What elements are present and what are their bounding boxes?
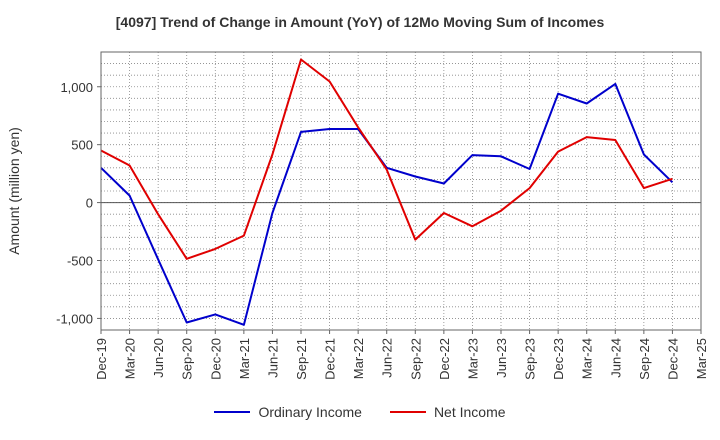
- plot-area-frame: [100, 51, 702, 331]
- x-tick-label: Mar-25: [694, 338, 709, 379]
- legend-label: Ordinary Income: [258, 404, 362, 420]
- legend: Ordinary Income Net Income: [0, 404, 720, 420]
- legend-item-net-income: Net Income: [389, 404, 506, 420]
- x-tick-label: Dec-20: [208, 338, 223, 380]
- series-line-ordinary-income: [100, 82, 674, 326]
- x-tick-label: Mar-20: [123, 338, 138, 379]
- x-tick-label: Dec-23: [551, 338, 566, 380]
- x-tick-label: Sep-24: [637, 338, 652, 380]
- x-tick-label: Jun-24: [608, 338, 623, 378]
- x-axis-ticks: Dec-19 Mar-20 Jun-20 Sep-20 Dec-20 Mar-21 Jun-…: [94, 330, 709, 380]
- series-line-net-income: [100, 58, 673, 260]
- x-tick-label: Sep-23: [523, 338, 538, 380]
- x-tick-label: Sep-20: [180, 338, 195, 380]
- chart-title: [4097] Trend of Change in Amount (YoY) o…: [115, 14, 605, 30]
- y-tick-label: 1,000: [60, 80, 93, 95]
- y-axis-ticks: -1,000 -500 0 500 1,000: [56, 80, 101, 326]
- x-tick-label: Dec-19: [94, 338, 109, 380]
- x-tick-label: Dec-22: [437, 338, 452, 380]
- y-tick-label: 500: [71, 138, 93, 153]
- x-tick-label: Mar-21: [237, 338, 252, 379]
- x-tick-label: Mar-24: [580, 338, 595, 379]
- x-tick-label: Jun-20: [151, 338, 166, 378]
- y-tick-label: 0: [86, 196, 93, 211]
- x-tick-label: Jun-23: [494, 338, 509, 378]
- x-tick-label: Mar-22: [351, 338, 366, 379]
- line-chart: -1,000 -500 0 500 1,000 Dec-19 Mar-20 Jun-20 Se…: [6, 51, 709, 380]
- x-tick-label: Sep-22: [408, 338, 423, 380]
- grid: [100, 51, 702, 331]
- y-tick-label: -500: [67, 254, 93, 269]
- x-tick-label: Mar-23: [465, 338, 480, 379]
- legend-swatch: [389, 411, 426, 413]
- y-tick-label: -1,000: [56, 311, 93, 326]
- series-lines: [100, 58, 674, 326]
- x-tick-label: Jun-22: [380, 338, 395, 378]
- y-axis-label: Amount (million yen): [6, 127, 22, 255]
- x-tick-label: Jun-21: [265, 338, 280, 378]
- legend-item-ordinary-income: Ordinary Income: [214, 404, 362, 420]
- x-tick-label: Dec-24: [665, 338, 680, 380]
- legend-swatch: [214, 411, 251, 413]
- x-tick-label: Sep-21: [294, 338, 309, 380]
- legend-label: Net Income: [433, 404, 506, 420]
- x-tick-label: Dec-21: [323, 338, 338, 380]
